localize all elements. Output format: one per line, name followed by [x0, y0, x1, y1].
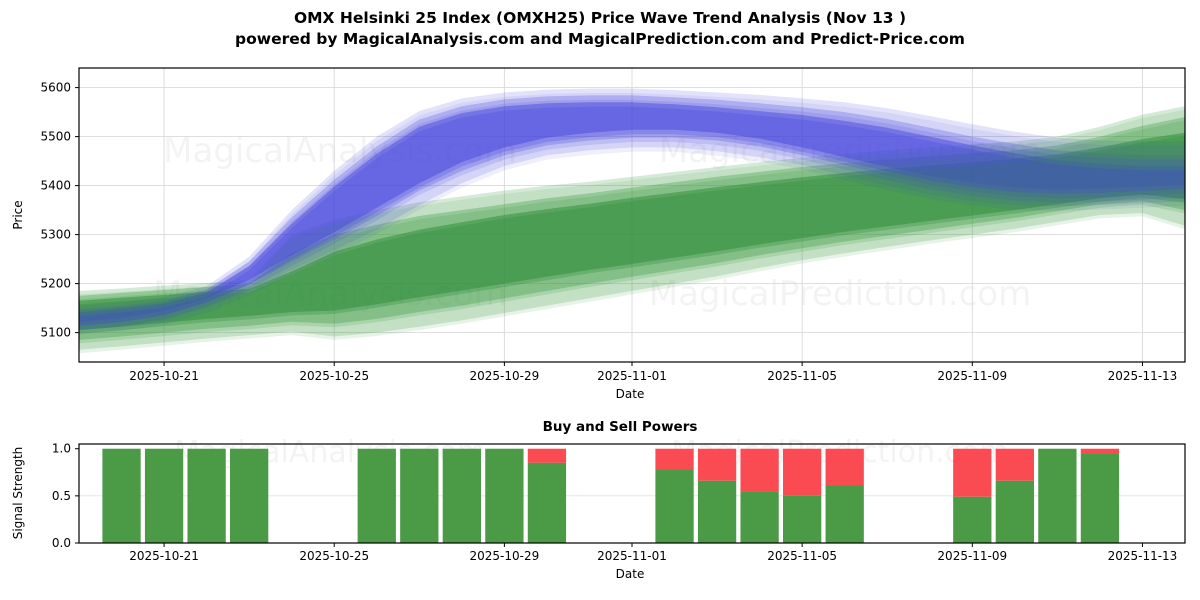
- powers-y-tick-label: 1.0: [52, 442, 71, 456]
- sell-power-segment: [655, 448, 694, 470]
- wave-x-tick-label: 2025-10-25: [299, 369, 369, 383]
- wave-x-tick-label: 2025-10-21: [129, 369, 199, 383]
- wave-blue-band-mid-echo: [79, 99, 1185, 330]
- power-bar: [102, 448, 141, 543]
- page-subtitle: powered by MagicalAnalysis.com and Magic…: [235, 30, 965, 48]
- wave-x-tick-label: 2025-11-09: [937, 369, 1007, 383]
- wave-green-band-mid-echo: [79, 120, 1185, 344]
- sell-power-segment: [740, 448, 779, 492]
- powers-x-tick-label: 2025-11-09: [937, 549, 1007, 563]
- buy-power-segment: [697, 480, 737, 543]
- powers-x-tick-label: 2025-10-21: [129, 549, 199, 563]
- power-bar: [953, 448, 992, 543]
- power-bar: [655, 448, 694, 543]
- price-wave-chart: MagicalAnalysis.com MagicalPrediction.com…: [11, 67, 1186, 401]
- buy-power-segment: [485, 448, 524, 543]
- wave-blue-band-core: [79, 102, 1185, 322]
- power-bar: [783, 448, 822, 543]
- powers-x-tick-label: 2025-10-25: [299, 549, 369, 563]
- wave-y-tick-label: 5400: [40, 179, 71, 193]
- power-bar: [144, 448, 184, 543]
- buy-sell-powers-chart: Buy and Sell PowersMagicalAnalysis.comMa…: [11, 419, 1186, 581]
- watermark-magicalanalysis: MagicalAnalysis.com: [163, 131, 517, 171]
- wave-x-tick-label: 2025-10-29: [470, 369, 540, 383]
- buy-power-segment: [655, 469, 694, 543]
- wave-y-tick-label: 5100: [40, 326, 71, 340]
- powers-y-tick-label: 0.5: [52, 489, 71, 503]
- power-bar: [400, 448, 439, 543]
- wave-blue-band-outer-echo: [79, 93, 1185, 335]
- powers-x-tick-label: 2025-10-29: [470, 549, 540, 563]
- buy-power-segment: [1038, 448, 1077, 543]
- buy-power-segment: [527, 462, 567, 543]
- powers-x-axis-label: Date: [616, 567, 645, 581]
- wave-blue-band-outer: [79, 88, 1185, 331]
- wave-x-tick-label: 2025-11-13: [1108, 369, 1178, 383]
- power-bar: [230, 448, 269, 543]
- wave-y-tick-label: 5300: [40, 228, 71, 242]
- wave-y-tick-label: 5200: [40, 277, 71, 291]
- wave-green-band-core: [79, 132, 1185, 331]
- power-bar: [1080, 448, 1120, 543]
- powers-x-tick-label: 2025-11-05: [767, 549, 837, 563]
- buy-power-segment: [187, 448, 226, 543]
- page-title: OMX Helsinki 25 Index (OMXH25) Price Wav…: [293, 9, 907, 27]
- buy-power-segment: [995, 480, 1034, 543]
- sell-power-segment: [1080, 448, 1120, 454]
- power-bar: [1038, 448, 1077, 543]
- wave-x-tick-label: 2025-11-01: [597, 369, 667, 383]
- buy-power-segment: [1080, 453, 1120, 543]
- wave-green-band-outer-echo: [79, 109, 1185, 354]
- power-bar: [697, 448, 737, 543]
- wave-x-tick-label: 2025-11-05: [767, 369, 837, 383]
- power-bar: [527, 448, 567, 543]
- wave-blue-band-core-echo: [79, 106, 1185, 327]
- sell-power-segment: [995, 448, 1034, 481]
- buy-power-segment: [953, 496, 992, 543]
- wave-y-tick-label: 5600: [40, 81, 71, 95]
- wave-green-band-core-echo: [79, 136, 1185, 334]
- buy-power-segment: [230, 448, 269, 543]
- power-bar: [442, 448, 481, 543]
- title-block: OMX Helsinki 25 Index (OMXH25) Price Wav…: [0, 8, 1200, 50]
- buy-power-segment: [825, 485, 864, 543]
- powers-x-tick-label: 2025-11-13: [1108, 549, 1178, 563]
- buy-power-segment: [102, 448, 141, 543]
- buy-power-segment: [357, 448, 396, 543]
- power-bar: [740, 448, 779, 543]
- buy-power-segment: [442, 448, 481, 543]
- wave-blue-band-mid: [79, 95, 1185, 326]
- powers-y-axis-label: Signal Strength: [11, 447, 25, 540]
- sell-power-segment: [697, 448, 737, 481]
- power-bar: [485, 448, 524, 543]
- power-bar: [187, 448, 226, 543]
- powers-x-tick-label: 2025-11-01: [597, 549, 667, 563]
- buy-power-segment: [783, 495, 822, 543]
- wave-y-tick-label: 5500: [40, 130, 71, 144]
- buy-power-segment: [144, 448, 184, 543]
- sell-power-segment: [825, 448, 864, 486]
- watermark-magicalprediction: MagicalPrediction.com: [649, 274, 1032, 314]
- sell-power-segment: [953, 448, 992, 497]
- power-bar: [825, 448, 864, 543]
- powers-y-tick-label: 0.0: [52, 536, 71, 550]
- wave-y-axis-label: Price: [11, 200, 25, 229]
- buy-power-segment: [740, 491, 779, 543]
- wave-x-axis-label: Date: [616, 387, 645, 401]
- buy-power-segment: [400, 448, 439, 543]
- powers-title: Buy and Sell Powers: [543, 419, 698, 435]
- sell-power-segment: [527, 448, 567, 463]
- sell-power-segment: [783, 448, 822, 496]
- power-bar: [357, 448, 396, 543]
- power-bar: [995, 448, 1034, 543]
